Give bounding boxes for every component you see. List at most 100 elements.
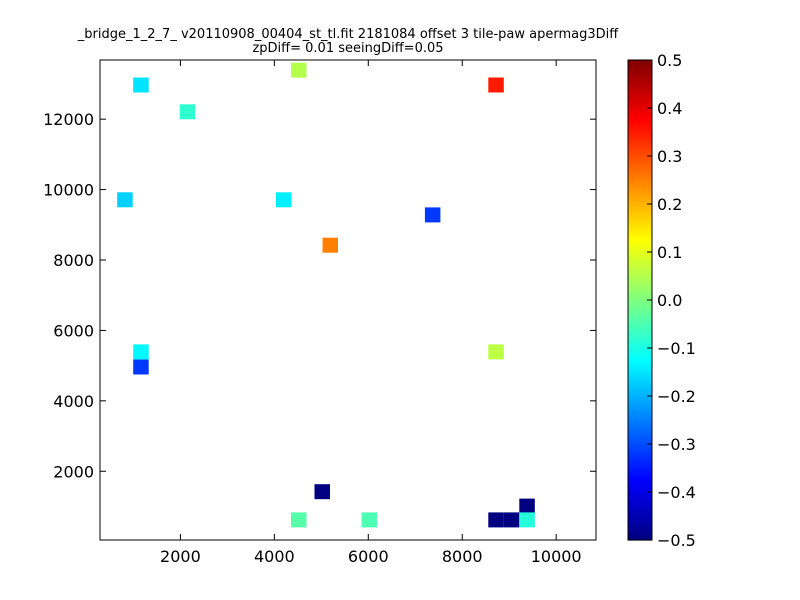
colorbar-band (628, 340, 652, 343)
colorbar-band (628, 516, 652, 519)
colorbar-band (628, 332, 652, 335)
colorbar-band (628, 338, 652, 341)
colorbar-band (628, 240, 652, 243)
colorbar-band (628, 372, 652, 375)
colorbar-band (628, 348, 652, 351)
heatmap-cell (519, 498, 535, 514)
colorbar-band (628, 80, 652, 83)
colorbar-band (628, 428, 652, 431)
colorbar-band (628, 534, 652, 537)
colorbar-band (628, 344, 652, 347)
colorbar-band (628, 178, 652, 181)
colorbar-band (628, 408, 652, 411)
colorbar-tick-label: −0.1 (657, 339, 696, 358)
colorbar-band (628, 76, 652, 79)
colorbar-band (628, 490, 652, 493)
colorbar-band (628, 470, 652, 473)
colorbar-band (628, 376, 652, 379)
colorbar-band (628, 406, 652, 409)
colorbar-band (628, 468, 652, 471)
colorbar-band (628, 262, 652, 265)
colorbar-band (628, 464, 652, 467)
heatmap-cell (133, 359, 149, 375)
colorbar-band (628, 162, 652, 165)
colorbar-tick-label: 0.5 (657, 51, 682, 70)
colorbar-band (628, 84, 652, 87)
colorbar-band (628, 414, 652, 417)
colorbar-band (628, 228, 652, 231)
colorbar-band (628, 334, 652, 337)
colorbar-band (628, 342, 652, 345)
colorbar-band (628, 74, 652, 77)
title-line-1: _bridge_1_2_7_ v20110908_00404_st_tl.fit… (77, 27, 619, 42)
colorbar-band (628, 204, 652, 207)
colorbar-band (628, 152, 652, 155)
colorbar-band (628, 206, 652, 209)
colorbar-band (628, 456, 652, 459)
colorbar-band (628, 524, 652, 527)
colorbar-band (628, 244, 652, 247)
heatmap-cell (322, 237, 338, 253)
colorbar-band (628, 298, 652, 301)
colorbar-band (628, 316, 652, 319)
colorbar-band (628, 94, 652, 97)
colorbar-band (628, 424, 652, 427)
colorbar-band (628, 126, 652, 129)
colorbar-band (628, 512, 652, 515)
colorbar-band (628, 222, 652, 225)
colorbar-band (628, 304, 652, 307)
colorbar-band (628, 122, 652, 125)
colorbar-band (628, 106, 652, 109)
colorbar-band (628, 198, 652, 201)
colorbar-band (628, 274, 652, 277)
colorbar-band (628, 96, 652, 99)
colorbar-band (628, 114, 652, 117)
colorbar-band (628, 216, 652, 219)
colorbar-band (628, 452, 652, 455)
colorbar-band (628, 484, 652, 487)
colorbar-band (628, 308, 652, 311)
colorbar-band (628, 210, 652, 213)
colorbar-band (628, 128, 652, 131)
colorbar-band (628, 282, 652, 285)
colorbar-band (628, 494, 652, 497)
colorbar-band (628, 412, 652, 415)
colorbar-band (628, 496, 652, 499)
colorbar-band (628, 284, 652, 287)
heatmap-cell (488, 344, 504, 360)
heatmap-cell (179, 104, 196, 120)
title-line-2: zpDiff= 0.01 seeingDiff=0.05 (252, 41, 443, 56)
colorbar-band (628, 396, 652, 399)
colorbar-band (628, 480, 652, 483)
colorbar-band (628, 266, 652, 269)
colorbar-band (628, 234, 652, 237)
colorbar-band (628, 226, 652, 229)
colorbar-band (628, 330, 652, 333)
colorbar-band (628, 270, 652, 273)
colorbar-tick-label: 0.2 (657, 195, 682, 214)
colorbar-band (628, 430, 652, 433)
heatmap-cell (291, 62, 307, 78)
colorbar-band (628, 156, 652, 159)
colorbar-band (628, 190, 652, 193)
colorbar-band (628, 70, 652, 73)
colorbar-band (628, 144, 652, 147)
colorbar-band (628, 488, 652, 491)
colorbar-band (628, 68, 652, 71)
colorbar-band (628, 508, 652, 511)
colorbar-gradient (628, 60, 652, 541)
colorbar-band (628, 366, 652, 369)
colorbar-band (628, 132, 652, 135)
x-tick-label: 4000 (254, 547, 295, 566)
colorbar-band (628, 346, 652, 349)
colorbar-band (628, 446, 652, 449)
heatmap-cell (424, 207, 441, 223)
heatmap-cell (503, 512, 520, 528)
colorbar-band (628, 434, 652, 437)
colorbar-band (628, 176, 652, 179)
colorbar-band (628, 310, 652, 313)
colorbar-band (628, 532, 652, 535)
y-tick-label: 2000 (53, 462, 94, 481)
x-tick-label: 2000 (160, 547, 201, 566)
colorbar-band (628, 150, 652, 153)
